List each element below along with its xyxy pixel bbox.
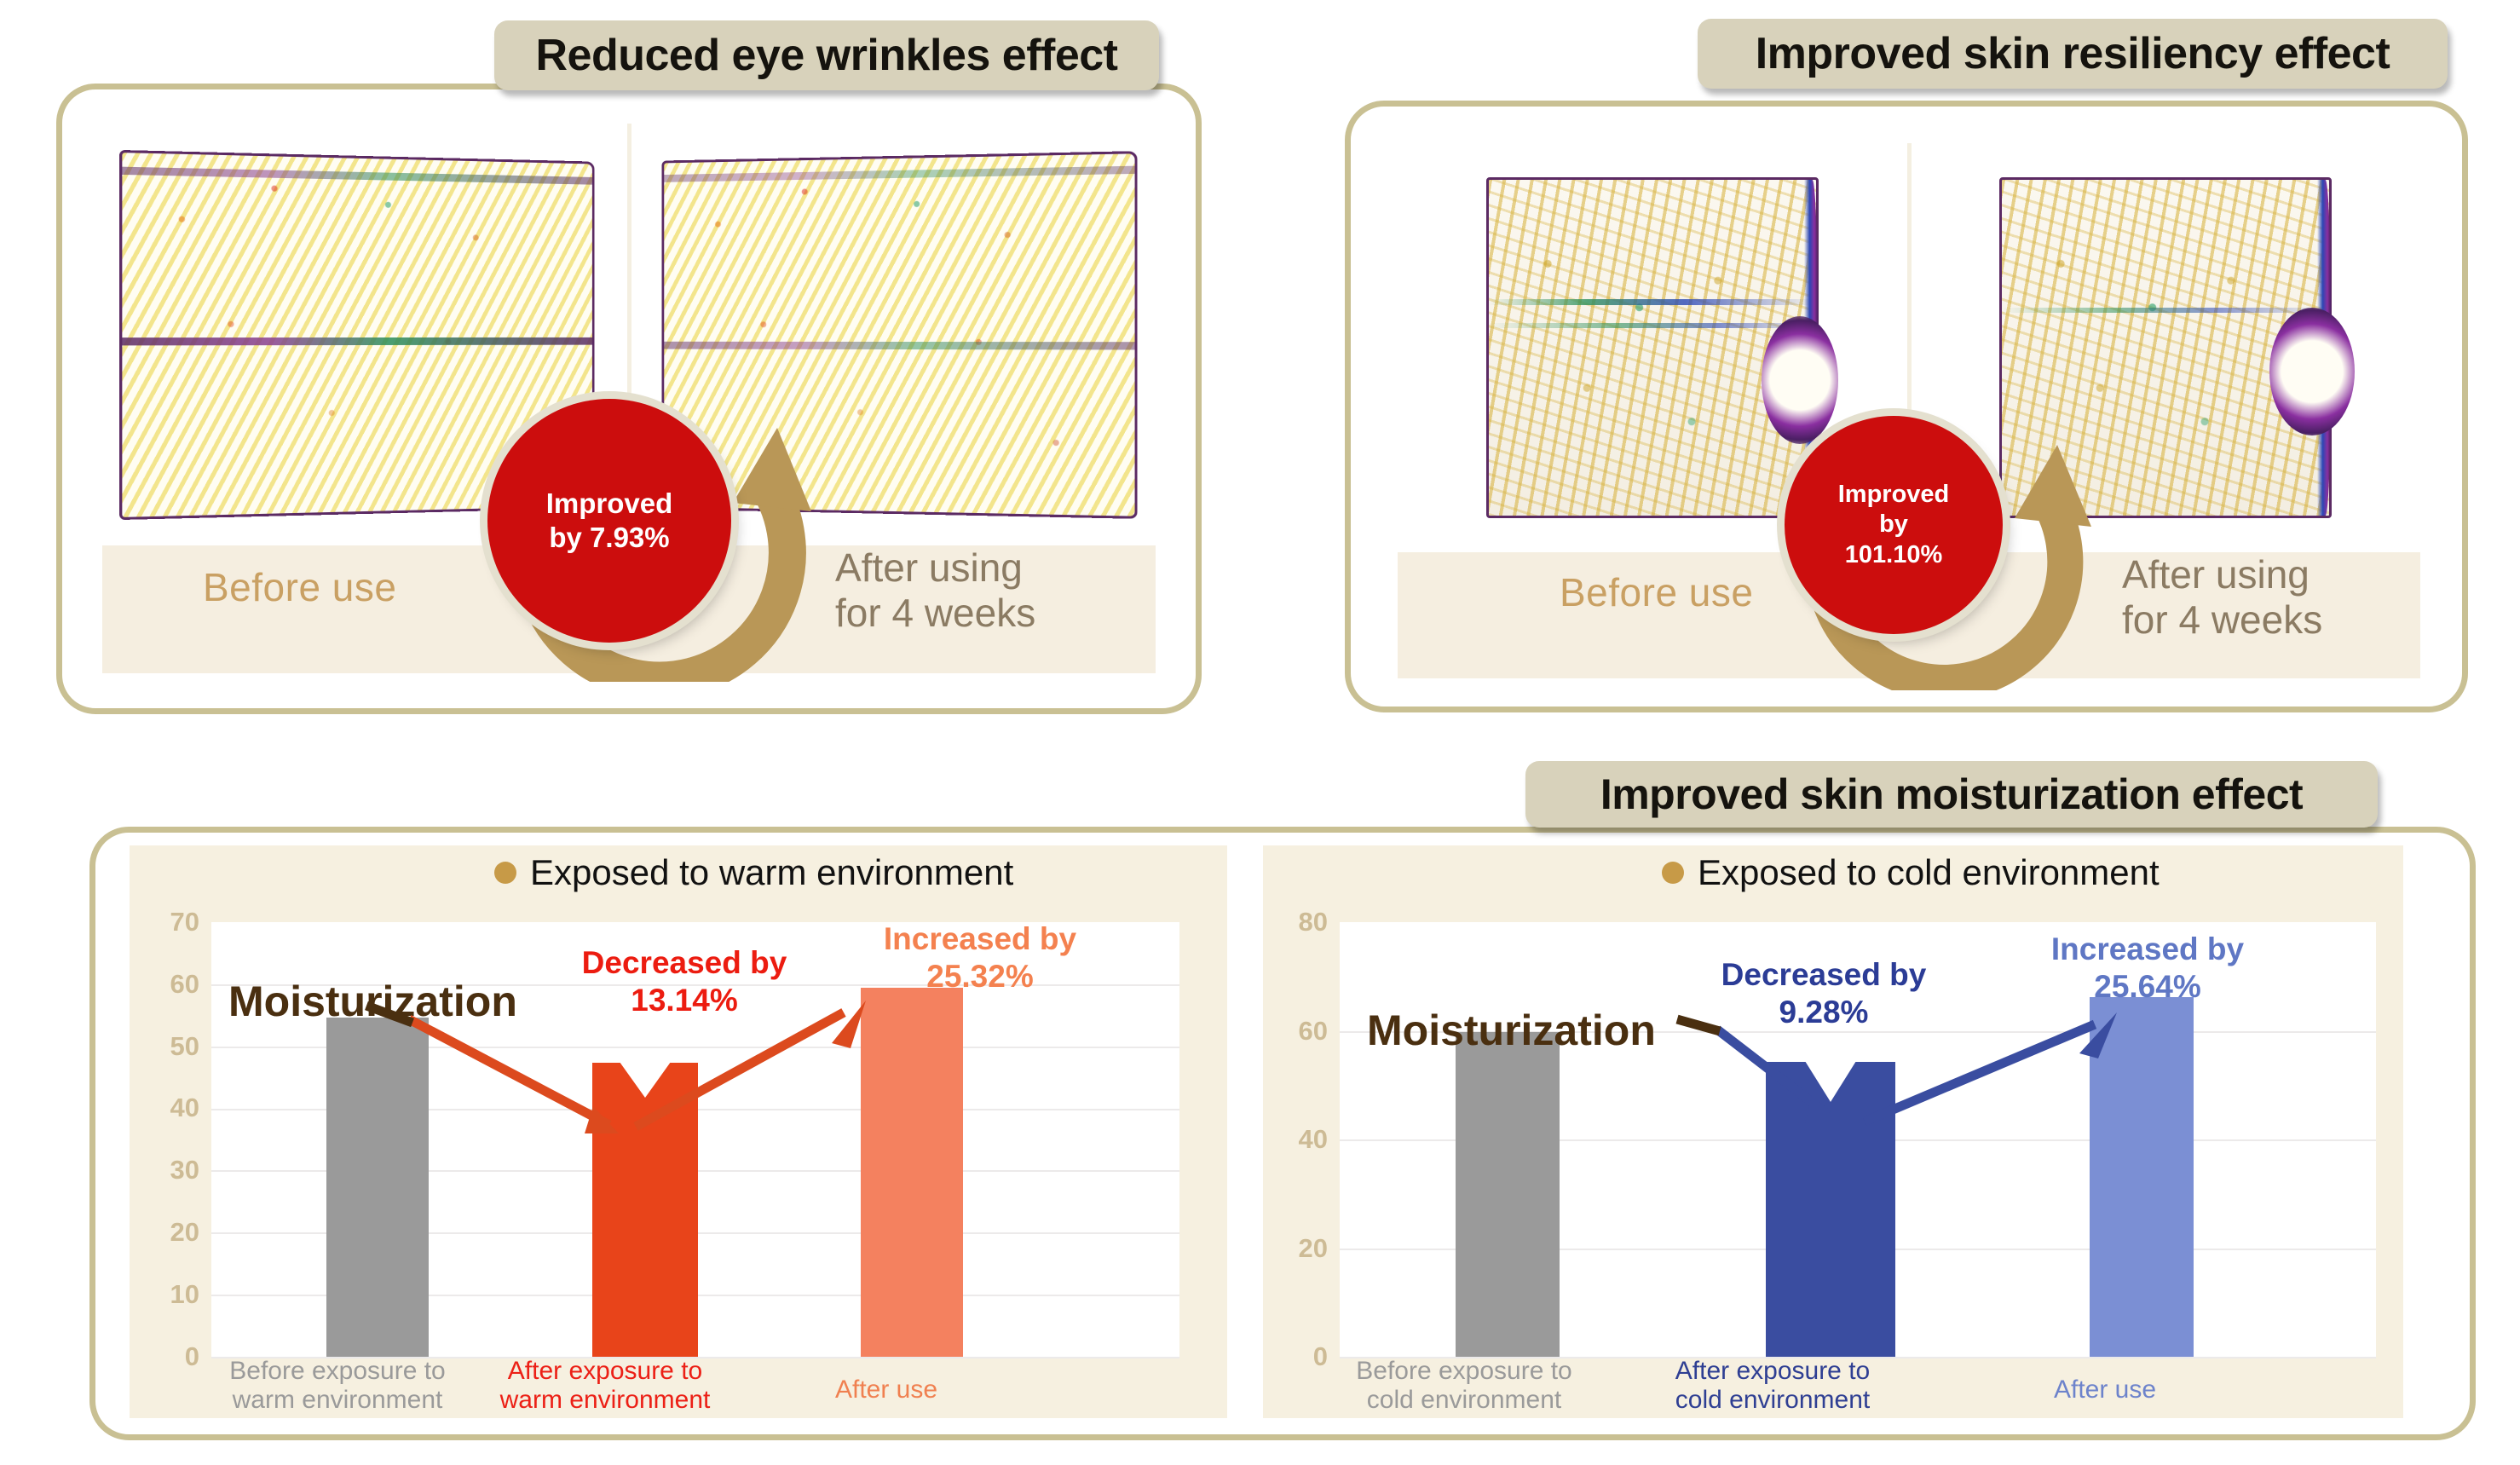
resiliency-badge-line1: Improved	[1837, 480, 1950, 508]
chart-legend-warm: Exposed to warm environment	[494, 852, 1013, 893]
annotation-warm-increased-line1: Increased by	[883, 921, 1077, 956]
ytick-warm-70: 70	[170, 907, 199, 937]
ytick-warm-50: 50	[170, 1031, 199, 1061]
arrow-cold-v	[1675, 1012, 2117, 1127]
wrinkles-badge-line2: by 7.93%	[549, 522, 670, 553]
ytick-cold-40: 40	[1298, 1124, 1328, 1154]
legend-dot-icon-warm	[494, 862, 516, 884]
annotation-warm-increased: Increased by 25.32%	[852, 920, 1108, 995]
ytick-warm-60: 60	[170, 969, 199, 999]
annotation-cold-decreased-line2: 9.28%	[1779, 994, 1869, 1030]
plot-area-warm	[211, 922, 1179, 1358]
panel-title-reduced-eye-wrinkles: Reduced eye wrinkles effect	[494, 20, 1159, 90]
ytick-warm-30: 30	[170, 1155, 199, 1185]
series-label-warm: Moisturization	[228, 978, 517, 1025]
panel-title-improved-skin-resiliency: Improved skin resiliency effect	[1698, 19, 2448, 89]
arrow-warm-v	[365, 1001, 866, 1133]
xlabel-cold-after-exposure-line2: cold environment	[1675, 1385, 1871, 1414]
wrinkles-badge-line1: Improved	[545, 487, 673, 519]
ytick-cold-80: 80	[1298, 907, 1328, 937]
bar-cold-before	[1456, 1032, 1560, 1357]
xlabel-warm-after-exposure: After exposure to warm environment	[460, 1357, 750, 1414]
xlabel-warm-after-use: After use	[834, 1376, 938, 1404]
series-label-cold: Moisturization	[1367, 1006, 1656, 1054]
xlabel-cold-after-exposure-line1: After exposure to	[1675, 1357, 1871, 1385]
resiliency-after-label-line1: After using	[2122, 552, 2310, 597]
chart-legend-cold: Exposed to cold environment	[1662, 852, 2160, 893]
annotation-cold-increased-line2: 25.64%	[2094, 968, 2201, 1004]
bar-notch-warm	[620, 1062, 671, 1098]
annotation-cold-increased: Increased by 25.64%	[2020, 931, 2275, 1005]
ytick-warm-40: 40	[170, 1093, 199, 1122]
resiliency-before-label: Before use	[1560, 570, 1754, 614]
ytick-cold-0: 0	[1312, 1341, 1328, 1371]
resiliency-after-label-line2: for 4 weeks	[2122, 597, 2323, 642]
annotation-warm-decreased-line1: Decreased by	[581, 945, 787, 980]
bar-warm-after-exposure	[592, 1062, 698, 1357]
ytick-warm-0: 0	[184, 1341, 199, 1371]
bar-warm-before	[326, 1018, 429, 1357]
bar-warm-after-use	[861, 988, 963, 1357]
annotation-warm-decreased-line2: 13.14%	[631, 982, 738, 1018]
bar-notch-cold	[1805, 1061, 1856, 1102]
wrinkles-after-label-line2: for 4 weeks	[835, 590, 1036, 635]
ytick-warm-10: 10	[170, 1279, 199, 1309]
ytick-warm-20: 20	[170, 1217, 199, 1247]
wrinkles-after-label-line1: After using	[835, 545, 1023, 590]
xlabel-cold-after-use: After use	[2053, 1376, 2157, 1404]
wrinkles-improvement-badge: Improved by 7.93%	[487, 399, 731, 643]
ytick-cold-60: 60	[1298, 1016, 1328, 1046]
chart-title-cold: Exposed to cold environment	[1698, 852, 2160, 892]
xlabel-warm-before: Before exposure to warm environment	[193, 1357, 482, 1414]
xlabel-cold-before-line2: cold environment	[1366, 1385, 1562, 1414]
xlabel-warm-before-line2: warm environment	[232, 1385, 443, 1414]
xlabel-cold-before-line1: Before exposure to	[1356, 1357, 1572, 1385]
scan-divider-2	[1906, 143, 1912, 552]
resiliency-badge-line2: by	[1879, 510, 1908, 539]
chart-title-warm: Exposed to warm environment	[530, 852, 1014, 892]
annotation-warm-increased-line2: 25.32%	[926, 958, 1034, 994]
bar-cold-after-use	[2090, 997, 2194, 1357]
scan-divider	[626, 124, 631, 545]
xlabel-warm-after-exposure-line1: After exposure to	[507, 1357, 703, 1385]
annotation-cold-increased-line1: Increased by	[2050, 931, 2245, 966]
resiliency-improvement-badge: Improved by 101.10%	[1785, 416, 2003, 634]
resiliency-after-label: After using for 4 weeks	[2122, 552, 2322, 643]
resiliency-badge-line3: 101.10%	[1844, 540, 1943, 568]
xlabel-cold-after-exposure: After exposure to cold environment	[1628, 1357, 1917, 1414]
xlabel-warm-after-exposure-line2: warm environment	[499, 1385, 711, 1414]
xlabel-warm-before-line1: Before exposure to	[229, 1357, 446, 1385]
annotation-cold-decreased-line1: Decreased by	[1721, 957, 1927, 992]
legend-dot-icon-cold	[1662, 862, 1684, 884]
ytick-cold-20: 20	[1298, 1233, 1328, 1263]
annotation-cold-decreased: Decreased by 9.28%	[1683, 956, 1964, 1030]
plot-area-cold	[1340, 922, 2376, 1358]
wrinkles-before-label: Before use	[203, 565, 397, 609]
panel-title-improved-skin-moisturization: Improved skin moisturization effect	[1525, 761, 2378, 828]
annotation-warm-decreased: Decreased by 13.14%	[544, 944, 825, 1018]
xlabel-cold-before: Before exposure to cold environment	[1319, 1357, 1609, 1414]
resiliency-scan-after	[1911, 143, 2420, 552]
wrinkles-after-label: After using for 4 weeks	[835, 545, 1035, 636]
